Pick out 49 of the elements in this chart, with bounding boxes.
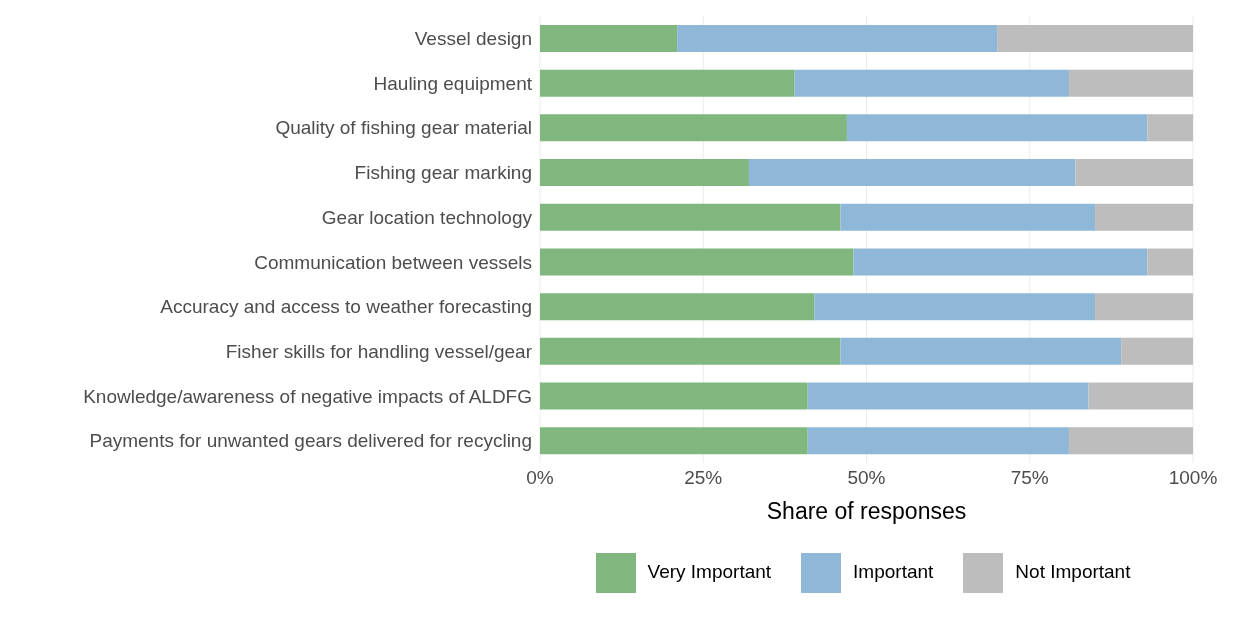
x-tick-label: 75% — [1010, 467, 1049, 489]
bar — [1068, 69, 1193, 97]
bar — [540, 337, 841, 365]
bar — [748, 159, 1076, 187]
y-tick-label: Gear location technology — [321, 206, 533, 228]
bar — [840, 337, 1122, 365]
bar — [540, 293, 815, 321]
y-tick-label: Payments for unwanted gears delivered for recycling — [89, 430, 532, 452]
bar — [677, 24, 998, 52]
bar — [540, 24, 678, 52]
bar — [807, 382, 1089, 410]
bar — [540, 382, 808, 410]
legend-label: Very Important — [647, 561, 772, 583]
x-tick-label: 50% — [847, 467, 886, 489]
bar — [814, 293, 1096, 321]
bar — [1075, 159, 1193, 187]
legend-label: Important — [853, 561, 934, 583]
bar — [540, 114, 847, 142]
y-tick-label: Vessel design — [414, 28, 532, 50]
x-tick-label: 100% — [1168, 467, 1218, 489]
bar — [807, 427, 1069, 455]
bar — [1121, 337, 1193, 365]
bar — [1095, 293, 1193, 321]
bar — [1147, 114, 1193, 142]
legend-label: Not Important — [1015, 561, 1131, 583]
bar — [540, 159, 749, 187]
bar — [1068, 427, 1193, 455]
y-tick-label: Knowledge/awareness of negative impacts of ALDFG — [83, 385, 532, 407]
y-tick-label: Fisher skills for handling vessel/gear — [225, 340, 533, 362]
x-axis-title: Share of responses — [766, 498, 967, 525]
bar — [794, 69, 1069, 97]
bar — [1095, 203, 1193, 231]
bar — [540, 203, 841, 231]
bar — [1147, 248, 1193, 276]
bar — [853, 248, 1148, 276]
bar — [846, 114, 1148, 142]
y-tick-label: Quality of fishing gear material — [275, 117, 532, 139]
y-tick-label: Communication between vessels — [254, 251, 532, 273]
bar — [540, 69, 795, 97]
bar — [540, 248, 854, 276]
x-tick-label: 0% — [526, 467, 554, 489]
bar — [540, 427, 808, 455]
y-tick-label: Accuracy and access to weather forecasting — [160, 296, 532, 318]
y-tick-label: Hauling equipment — [373, 72, 533, 94]
y-tick-label: Fishing gear marking — [354, 162, 532, 184]
bar — [840, 203, 1096, 231]
bar — [1088, 382, 1193, 410]
x-tick-label: 25% — [684, 467, 723, 489]
bar — [997, 24, 1193, 52]
